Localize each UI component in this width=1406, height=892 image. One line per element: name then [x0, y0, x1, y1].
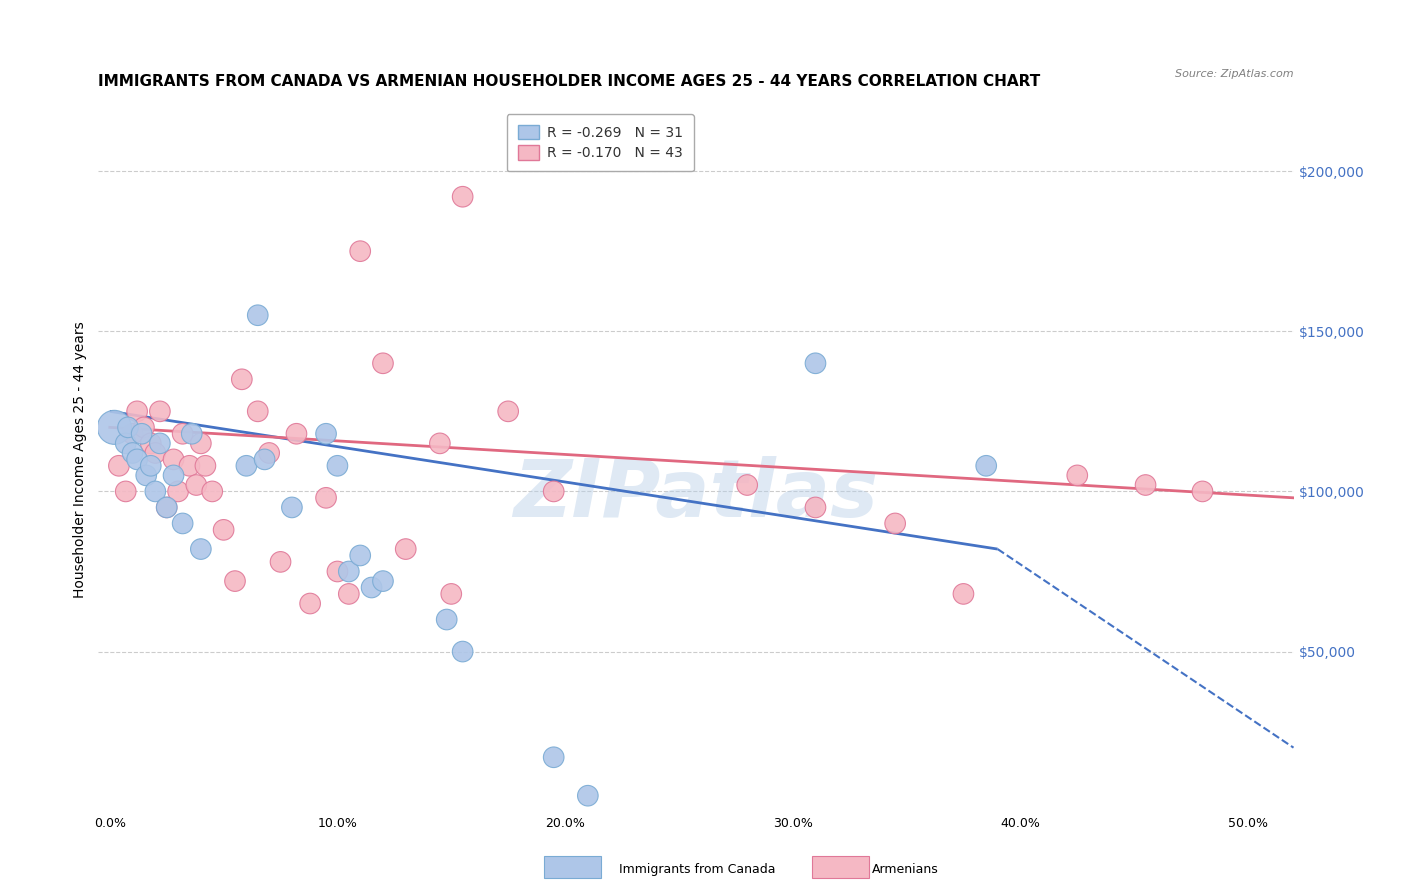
Point [156, 500, 179, 515]
Point [108, 458, 131, 473]
Point [576, 789, 599, 803]
Point [349, 549, 371, 563]
Point [395, 542, 418, 557]
Point [1135, 478, 1157, 492]
Point [143, 446, 166, 460]
Point [246, 404, 269, 418]
Point [212, 523, 235, 537]
Point [349, 244, 371, 259]
Point [496, 404, 519, 418]
Point [440, 587, 463, 601]
Point [121, 446, 143, 460]
Point [186, 478, 208, 492]
Point [315, 426, 337, 441]
Point [371, 574, 394, 588]
Point [235, 458, 257, 473]
Point [162, 452, 184, 467]
Point [231, 372, 253, 386]
Point [201, 484, 224, 499]
Bar [811, 855, 869, 879]
Point [103, 420, 125, 434]
Point [143, 484, 166, 499]
Point [131, 426, 153, 441]
Point [172, 516, 194, 531]
Point [337, 587, 360, 601]
Point [429, 436, 451, 450]
Point [804, 500, 827, 515]
Point [315, 491, 337, 505]
Point [285, 426, 308, 441]
Point [952, 587, 974, 601]
Point [1066, 468, 1088, 483]
Point [735, 478, 758, 492]
Point [436, 613, 458, 627]
Text: IMMIGRANTS FROM CANADA VS ARMENIAN HOUSEHOLDER INCOME AGES 25 - 44 YEARS CORRELA: IMMIGRANTS FROM CANADA VS ARMENIAN HOUSE… [98, 74, 1040, 89]
Point [974, 458, 997, 473]
Point [149, 436, 172, 450]
Point [139, 458, 162, 473]
Bar [544, 855, 602, 879]
Point [253, 452, 276, 467]
Point [149, 404, 172, 418]
Point [172, 426, 194, 441]
Point [156, 500, 179, 515]
Text: ZIPatlas: ZIPatlas [513, 456, 879, 533]
Point [162, 468, 184, 483]
Point [127, 404, 149, 418]
Point [884, 516, 907, 531]
Point [371, 356, 394, 370]
Point [451, 644, 474, 658]
Point [132, 420, 155, 434]
Point [360, 581, 382, 595]
Point [224, 574, 246, 588]
Point [246, 308, 269, 322]
Point [117, 420, 139, 434]
Point [326, 458, 349, 473]
Point [167, 484, 190, 499]
Legend: R = -0.269   N = 31, R = -0.170   N = 43: R = -0.269 N = 31, R = -0.170 N = 43 [506, 114, 695, 171]
Point [190, 436, 212, 450]
Point [114, 436, 136, 450]
Point [1191, 484, 1213, 499]
Y-axis label: Householder Income Ages 25 - 44 years: Householder Income Ages 25 - 44 years [73, 321, 87, 598]
Point [127, 452, 149, 467]
Point [270, 555, 292, 569]
Point [543, 750, 565, 764]
Point [121, 426, 143, 441]
Point [180, 426, 202, 441]
Point [190, 542, 212, 557]
Point [337, 565, 360, 579]
Point [179, 458, 201, 473]
Point [281, 500, 304, 515]
Point [804, 356, 827, 370]
Text: Armenians: Armenians [872, 863, 938, 876]
Point [114, 484, 136, 499]
Text: Immigrants from Canada: Immigrants from Canada [619, 863, 775, 876]
Point [543, 484, 565, 499]
Point [451, 190, 474, 204]
Point [257, 446, 280, 460]
Point [326, 565, 349, 579]
Point [194, 458, 217, 473]
Point [299, 597, 322, 611]
Point [135, 468, 157, 483]
Text: Source: ZipAtlas.com: Source: ZipAtlas.com [1175, 69, 1294, 78]
Point [139, 436, 162, 450]
